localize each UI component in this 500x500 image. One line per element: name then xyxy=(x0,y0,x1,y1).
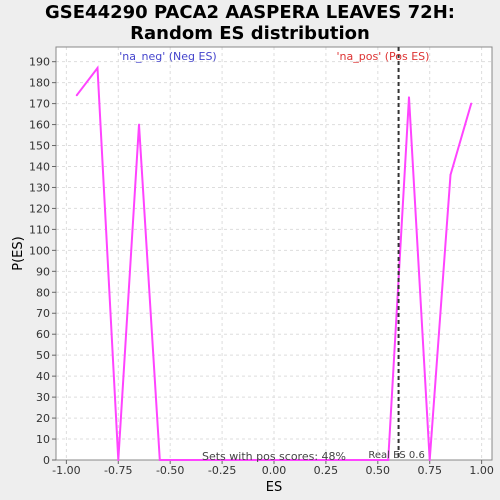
y-tick-label: 160 xyxy=(29,119,50,132)
x-tick-label: -1.00 xyxy=(52,464,80,477)
y-tick-label: 100 xyxy=(29,244,50,257)
series-point xyxy=(96,66,99,69)
neg-es-annotation: 'na_neg' (Neg ES) xyxy=(119,50,216,63)
y-tick-label: 20 xyxy=(36,412,50,425)
series-point xyxy=(387,459,390,461)
x-tick-label: -0.75 xyxy=(104,464,132,477)
x-tick-label: 0.50 xyxy=(366,464,391,477)
y-tick-label: 40 xyxy=(36,370,50,383)
sets-pos-score-text: Sets with pos scores: 48% xyxy=(202,450,346,463)
y-tick-label: 170 xyxy=(29,98,50,111)
x-tick-label: 0.00 xyxy=(262,464,287,477)
y-tick-label: 0 xyxy=(43,454,50,467)
series-point xyxy=(407,96,410,99)
y-tick-label: 10 xyxy=(36,433,50,446)
chart-title-line-1: GSE44290 PACA2 AASPERA LEAVES 72H: xyxy=(45,2,455,23)
y-tick-label: 90 xyxy=(36,265,50,278)
x-tick-label: 0.25 xyxy=(314,464,339,477)
y-tick-label: 150 xyxy=(29,140,50,153)
x-tick-label: -0.25 xyxy=(208,464,236,477)
x-tick-label: -0.50 xyxy=(156,464,184,477)
y-tick-label: 190 xyxy=(29,56,50,69)
y-tick-label: 80 xyxy=(36,286,50,299)
series-point xyxy=(158,459,161,461)
series-point xyxy=(117,459,120,461)
real-es-label: Real ES 0.6 xyxy=(368,450,424,461)
series-point xyxy=(449,173,452,176)
x-axis-label: ES xyxy=(266,480,282,495)
series-point xyxy=(428,459,431,461)
series-point xyxy=(470,102,473,105)
chart-title: GSE44290 PACA2 AASPERA LEAVES 72H: Rando… xyxy=(0,2,500,44)
y-axis-label: P(ES) xyxy=(11,236,26,270)
series-point xyxy=(75,94,78,97)
y-tick-label: 60 xyxy=(36,328,50,341)
series-point xyxy=(138,123,141,126)
y-tick-label: 110 xyxy=(29,223,50,236)
y-tick-label: 140 xyxy=(29,160,50,173)
series-line xyxy=(76,65,473,461)
y-tick-label: 30 xyxy=(36,391,50,404)
y-tick-label: 50 xyxy=(36,349,50,362)
x-tick-label: 1.00 xyxy=(469,464,494,477)
chart-title-line-2: Random ES distribution xyxy=(130,23,370,44)
y-tick-label: 120 xyxy=(29,202,50,215)
y-tick-label: 130 xyxy=(29,181,50,194)
y-tick-label: 180 xyxy=(29,77,50,90)
x-tick-label: 0.75 xyxy=(417,464,442,477)
y-tick-label: 70 xyxy=(36,307,50,320)
pos-es-annotation: 'na_pos' (Pos ES) xyxy=(337,50,430,63)
